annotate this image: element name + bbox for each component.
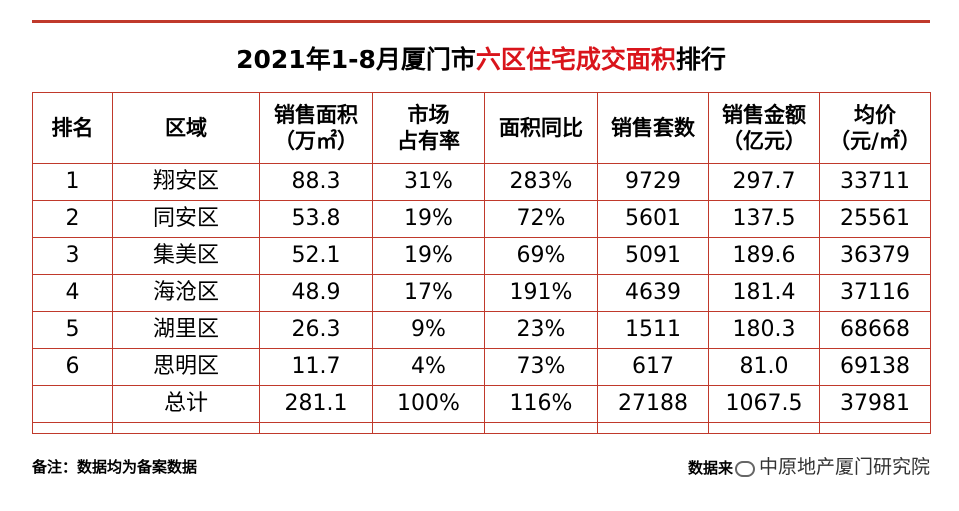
cell-sales-area: 52.1 [259, 237, 373, 275]
wechat-icon [734, 460, 755, 477]
cell-avg-price: 25561 [819, 200, 931, 238]
title-suffix: 排行 [675, 45, 726, 74]
cell-sales-amount: 297.7 [708, 163, 820, 201]
header-district: 区域 [112, 92, 260, 164]
cell-rank [32, 385, 113, 423]
footer-source: 数据来 中原地产厦门研究院 [688, 453, 930, 482]
cell-sales-units: 4639 [597, 274, 709, 312]
cell-sales-area: 53.8 [259, 200, 373, 238]
cell-avg-price: 68668 [819, 311, 931, 349]
source-brand: 中原地产厦门研究院 [758, 456, 930, 478]
page-title: 2021年1-8月厦门市六区住宅成交面积排行 [32, 40, 930, 80]
cell-area-yoy: 73% [484, 348, 598, 386]
header-area-yoy: 面积同比 [484, 92, 598, 164]
table-row-total: 总计 281.1 100% 116% 27188 1067.5 37981 [32, 385, 931, 423]
table-row: 6 思明区 11.7 4% 73% 617 81.0 69138 [32, 348, 931, 386]
header-sales-units: 销售套数 [597, 92, 709, 164]
sales-table: 排名 区域 销售面积 （万㎡） 市场 占有率 面积同比 销售套数 销售金额 （亿元） … [32, 92, 931, 434]
cell-sales-units: 5091 [597, 237, 709, 275]
cell-sales-area: 88.3 [259, 163, 373, 201]
header-row: 排名 区域 销售面积 （万㎡） 市场 占有率 面积同比 销售套数 销售金额 （亿元） … [32, 92, 931, 164]
cell-market-share: 19% [372, 237, 485, 275]
cell-rank: 1 [32, 163, 113, 201]
cell-district: 湖里区 [112, 311, 260, 349]
header-avg-price: 均价 （元/㎡） [819, 92, 931, 164]
table-row: 4 海沧区 48.9 17% 191% 4639 181.4 37116 [32, 274, 931, 312]
cell-district: 海沧区 [112, 274, 260, 312]
footer-note: 备注：数据均为备案数据 [32, 458, 198, 476]
table-row: 5 湖里区 26.3 9% 23% 1511 180.3 68668 [32, 311, 931, 349]
cell-sales-area: 48.9 [259, 274, 373, 312]
cell-sales-amount: 189.6 [708, 237, 820, 275]
header-sales-amount: 销售金额 （亿元） [708, 92, 820, 164]
cell-district: 总计 [112, 385, 260, 423]
cell-area-yoy: 23% [484, 311, 598, 349]
cell-rank: 4 [32, 274, 113, 312]
cell-market-share: 19% [372, 200, 485, 238]
header-sales-area: 销售面积 （万㎡） [259, 92, 373, 164]
top-rule [32, 20, 930, 23]
cell-avg-price: 37981 [819, 385, 931, 423]
table-row: 2 同安区 53.8 19% 72% 5601 137.5 25561 [32, 200, 931, 238]
cell-sales-area: 11.7 [259, 348, 373, 386]
cell-sales-amount: 181.4 [708, 274, 820, 312]
cell-market-share: 9% [372, 311, 485, 349]
cell-sales-units: 27188 [597, 385, 709, 423]
cell-market-share: 100% [372, 385, 485, 423]
table-row: 3 集美区 52.1 19% 69% 5091 189.6 36379 [32, 237, 931, 275]
cell-avg-price: 36379 [819, 237, 931, 275]
cell-district: 翔安区 [112, 163, 260, 201]
header-rank: 排名 [32, 92, 113, 164]
cell-market-share: 17% [372, 274, 485, 312]
table-row: 1 翔安区 88.3 31% 283% 9729 297.7 33711 [32, 163, 931, 201]
cell-sales-units: 617 [597, 348, 709, 386]
cell-sales-area: 26.3 [259, 311, 373, 349]
cell-sales-area: 281.1 [259, 385, 373, 423]
cell-rank: 5 [32, 311, 113, 349]
cell-market-share: 31% [372, 163, 485, 201]
cell-sales-amount: 1067.5 [708, 385, 820, 423]
cell-district: 同安区 [112, 200, 260, 238]
cell-sales-units: 5601 [597, 200, 709, 238]
header-market-share: 市场 占有率 [372, 92, 485, 164]
cell-sales-units: 9729 [597, 163, 709, 201]
cell-sales-amount: 137.5 [708, 200, 820, 238]
cell-district: 集美区 [112, 237, 260, 275]
cell-area-yoy: 72% [484, 200, 598, 238]
source-prefix: 数据来 [687, 459, 733, 477]
cell-market-share: 4% [372, 348, 485, 386]
footer: 备注：数据均为备案数据 数据来 中原地产厦门研究院 [32, 453, 930, 481]
cell-avg-price: 37116 [819, 274, 931, 312]
cell-sales-amount: 81.0 [708, 348, 820, 386]
cell-avg-price: 33711 [819, 163, 931, 201]
cell-rank: 3 [32, 237, 113, 275]
cell-area-yoy: 69% [484, 237, 598, 275]
table-spacer-row [32, 422, 931, 434]
title-prefix: 2021年1-8月厦门市 [236, 45, 476, 74]
cell-sales-amount: 180.3 [708, 311, 820, 349]
title-highlight: 六区住宅成交面积 [475, 45, 676, 74]
cell-sales-units: 1511 [597, 311, 709, 349]
cell-area-yoy: 191% [484, 274, 598, 312]
cell-area-yoy: 283% [484, 163, 598, 201]
cell-rank: 6 [32, 348, 113, 386]
cell-district: 思明区 [112, 348, 260, 386]
cell-area-yoy: 116% [484, 385, 598, 423]
cell-avg-price: 69138 [819, 348, 931, 386]
cell-rank: 2 [32, 200, 113, 238]
